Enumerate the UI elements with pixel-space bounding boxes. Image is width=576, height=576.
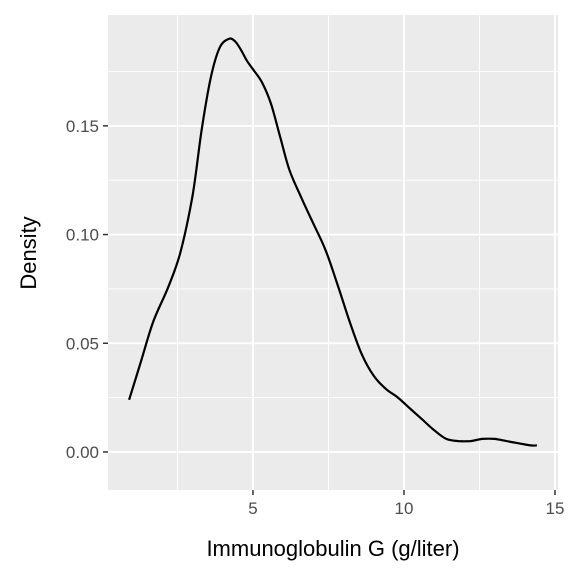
x-tick-label: 5 [248,499,257,518]
major-gridlines [108,15,558,490]
y-tick-label: 0.10 [66,226,99,245]
x-tick-label: 10 [395,499,414,518]
tick-labels: 5 10 15 0.00 0.05 0.10 0.15 [66,117,565,518]
y-tick-label: 0.00 [66,443,99,462]
y-tick-label: 0.05 [66,334,99,353]
density-curve [128,37,537,447]
x-axis-title: Immunoglobulin G (g/liter) [206,536,459,561]
axis-ticks [103,125,556,495]
plot-panel [108,15,558,490]
series-layer [128,37,537,447]
y-tick-label: 0.15 [66,117,99,136]
minor-gridlines [108,15,558,490]
y-axis-title: Density [16,216,41,289]
x-tick-label: 15 [546,499,565,518]
